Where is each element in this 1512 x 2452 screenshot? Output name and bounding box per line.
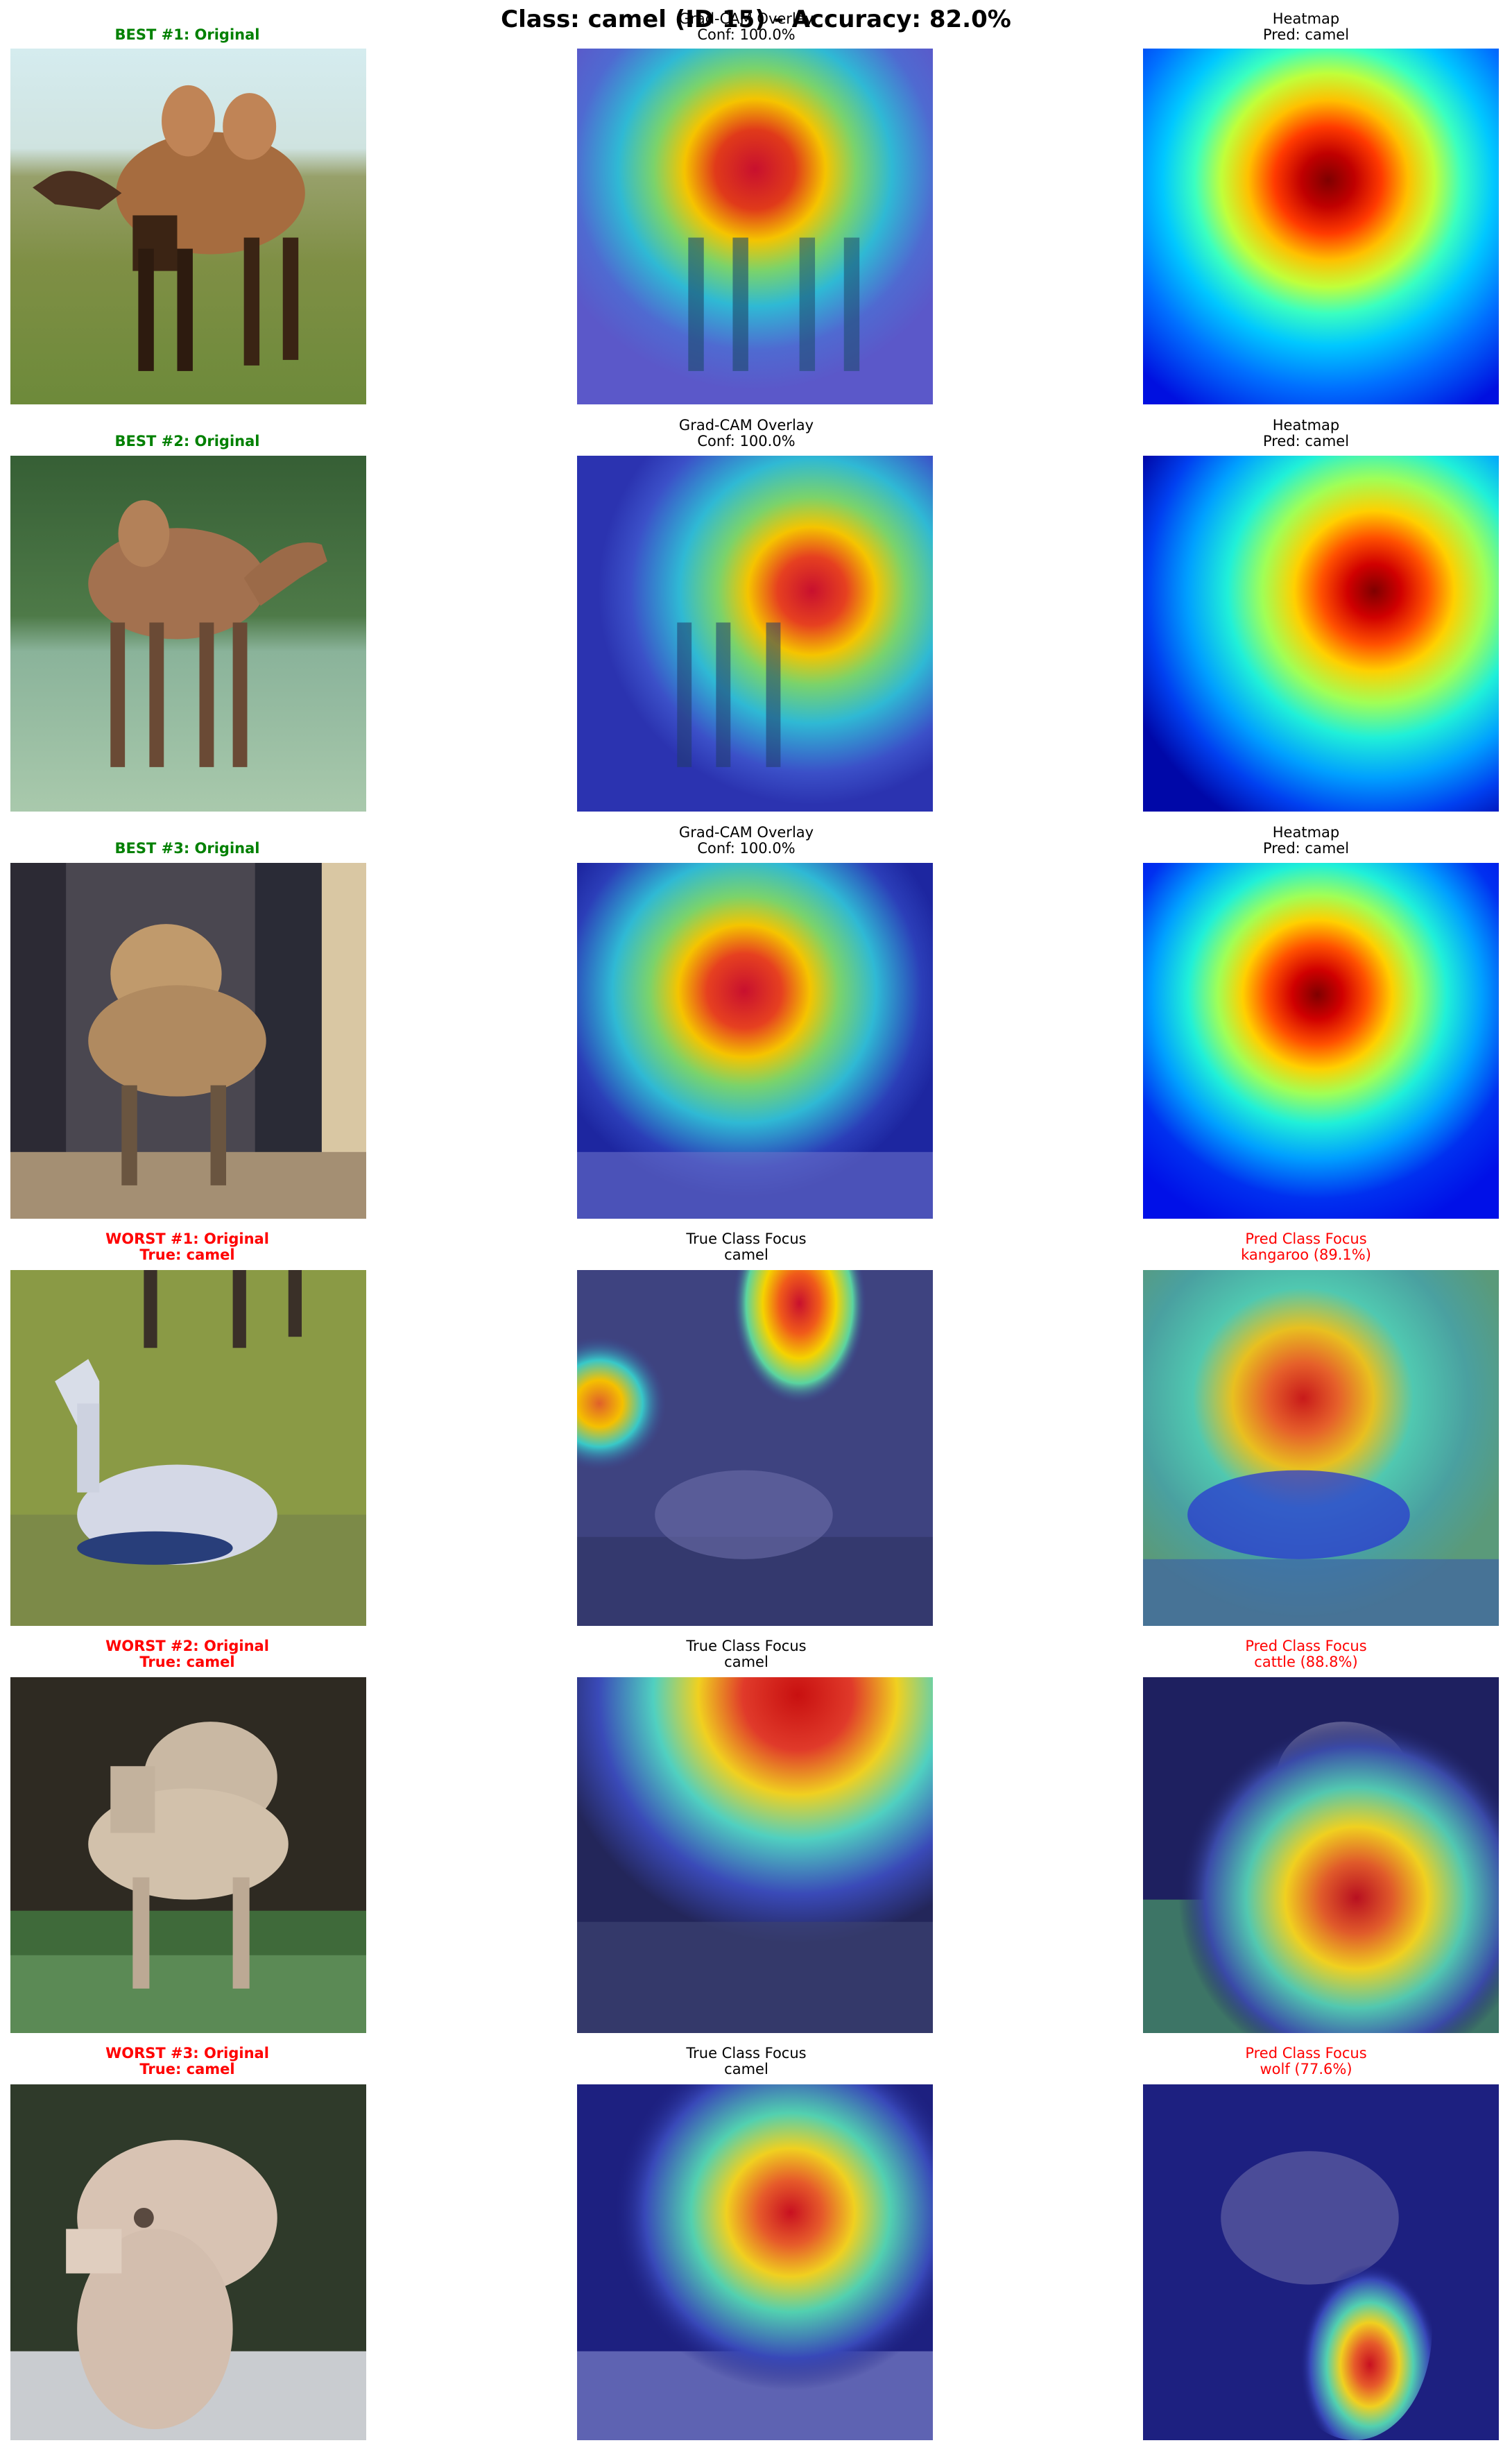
row4-original-title: WORST #1: Original True: camel: [0, 1231, 402, 1263]
row4-trueclass-title-line2: camel: [724, 1246, 768, 1263]
row4-original-title-line2: True: camel: [139, 1246, 235, 1263]
row1-heatmap-title: Heatmap Pred: camel: [1091, 11, 1512, 43]
row2-gradcam-overlay: [577, 456, 933, 812]
row3-gradcam-overlay: [577, 863, 933, 1219]
row6-predclass-title-line2: wolf (77.6%): [1260, 2061, 1352, 2077]
row5-original-title-line1: WORST #2: Original: [105, 1638, 269, 1654]
row3-gradcam-title-line2: Conf: 100.0%: [697, 840, 796, 857]
row2-heatmap: [1143, 456, 1499, 812]
row4-predclass-title: Pred Class Focus kangaroo (89.1%): [1091, 1231, 1512, 1263]
row2-heatmap-title: Heatmap Pred: camel: [1091, 418, 1512, 449]
figure-title: Class: camel (ID 15) - Accuracy: 82.0%: [501, 6, 1011, 33]
row4-trueclass-title: True Class Focus camel: [531, 1231, 961, 1263]
row6-trueclass-title-line1: True Class Focus: [686, 2045, 807, 2061]
row3-original-title-line1: BEST #3: Original: [114, 840, 260, 857]
row2-heatmap-title-line2: Pred: camel: [1262, 433, 1350, 449]
row5-original-title-line2: True: camel: [139, 1654, 235, 1670]
row5-original-title: WORST #2: Original True: camel: [0, 1638, 402, 1670]
row1-original-image: [10, 49, 366, 404]
row5-predclass-title: Pred Class Focus cattle (88.8%): [1091, 1638, 1512, 1670]
row4-predclass-focus: [1143, 1270, 1499, 1626]
row6-predclass-title-line1: Pred Class Focus: [1245, 2045, 1367, 2061]
row4-trueclass-focus: [577, 1270, 933, 1626]
row6-original-title-line1: WORST #3: Original: [105, 2045, 269, 2061]
row1-gradcam-title-line2: Conf: 100.0%: [697, 26, 796, 43]
row6-trueclass-title: True Class Focus camel: [531, 2046, 961, 2077]
row1-original-title-line1: BEST #1: Original: [114, 26, 260, 43]
row3-heatmap-title-line2: Pred: camel: [1262, 840, 1350, 857]
row5-trueclass-title-line2: camel: [724, 1654, 768, 1670]
row1-heatmap-title-line1: Heatmap: [1272, 10, 1340, 27]
row6-predclass-focus: [1143, 2084, 1499, 2440]
row5-trueclass-title-line1: True Class Focus: [686, 1638, 807, 1654]
row4-predclass-title-line2: kangaroo (89.1%): [1241, 1246, 1371, 1263]
row6-trueclass-title-line2: camel: [724, 2061, 768, 2077]
row1-heatmap: [1143, 49, 1499, 404]
row2-gradcam-title: Grad-CAM Overlay Conf: 100.0%: [531, 418, 961, 449]
row2-original-title-line1: BEST #2: Original: [114, 433, 260, 449]
row2-heatmap-title-line1: Heatmap: [1272, 417, 1340, 434]
row3-gradcam-title: Grad-CAM Overlay Conf: 100.0%: [531, 825, 961, 857]
row4-predclass-title-line1: Pred Class Focus: [1245, 1231, 1367, 1247]
row4-trueclass-title-line1: True Class Focus: [686, 1231, 807, 1247]
row3-original-title: BEST #3: Original: [0, 841, 402, 857]
row5-trueclass-title: True Class Focus camel: [531, 1638, 961, 1670]
row2-original-image: [10, 456, 366, 812]
row6-predclass-title: Pred Class Focus wolf (77.6%): [1091, 2046, 1512, 2077]
row5-predclass-title-line2: cattle (88.8%): [1254, 1654, 1358, 1670]
row3-heatmap: [1143, 863, 1499, 1219]
row1-heatmap-title-line2: Pred: camel: [1262, 26, 1350, 43]
row6-trueclass-focus: [577, 2084, 933, 2440]
row6-original-title-line2: True: camel: [139, 2061, 235, 2077]
row2-gradcam-title-line2: Conf: 100.0%: [697, 433, 796, 449]
row5-predclass-focus: [1143, 1677, 1499, 2033]
row6-original-title: WORST #3: Original True: camel: [0, 2046, 402, 2077]
row6-original-image: [10, 2084, 366, 2440]
row1-gradcam-title: Grad-CAM Overlay Conf: 100.0%: [531, 11, 961, 43]
row1-gradcam-title-line1: Grad-CAM Overlay: [678, 10, 814, 27]
row4-original-title-line1: WORST #1: Original: [105, 1231, 269, 1247]
row2-original-title: BEST #2: Original: [0, 434, 402, 449]
row3-heatmap-title: Heatmap Pred: camel: [1091, 825, 1512, 857]
row3-gradcam-title-line1: Grad-CAM Overlay: [678, 824, 814, 841]
row1-original-title: BEST #1: Original: [0, 27, 402, 43]
row3-heatmap-title-line1: Heatmap: [1272, 824, 1340, 841]
row5-original-image: [10, 1677, 366, 2033]
row3-original-image: [10, 863, 366, 1219]
row5-trueclass-focus: [577, 1677, 933, 2033]
row2-gradcam-title-line1: Grad-CAM Overlay: [678, 417, 814, 434]
row1-gradcam-overlay: [577, 49, 933, 404]
row4-original-image: [10, 1270, 366, 1626]
row5-predclass-title-line1: Pred Class Focus: [1245, 1638, 1367, 1654]
